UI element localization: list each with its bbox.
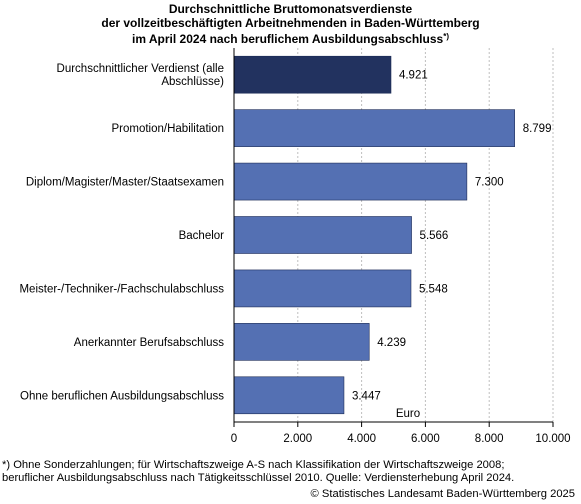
category-label-1: Promotion/Habilitation bbox=[111, 123, 224, 135]
x-tick-label-5: 10.000 bbox=[535, 433, 570, 445]
footnote: *) Ohne Sonderzahlungen; für Wirtschafts… bbox=[2, 459, 580, 485]
bar-2 bbox=[233, 162, 468, 201]
x-tick-label-0: 0 bbox=[231, 433, 237, 445]
value-label-0: 4.921 bbox=[399, 70, 428, 82]
x-tick-label-1: 2.000 bbox=[283, 433, 312, 445]
chart-title-line-1: Durchschnittliche Bruttomonatsverdienste bbox=[168, 2, 413, 16]
x-tick-label-4: 8.000 bbox=[475, 433, 504, 445]
value-label-5: 4.239 bbox=[377, 337, 406, 349]
category-label-0-line-2: Abschlüsse) bbox=[161, 76, 224, 88]
chart-title-line-2: der vollzeitbeschäftigten Arbeitnehmende… bbox=[101, 16, 480, 30]
bar-layer bbox=[233, 55, 515, 415]
x-axis-title: Euro bbox=[396, 408, 420, 420]
x-tick-label-3: 6.000 bbox=[411, 433, 440, 445]
bar-3 bbox=[233, 216, 412, 254]
value-label-2: 7.300 bbox=[475, 177, 504, 189]
footnote-line-1: *) Ohne Sonderzahlungen; für Wirtschafts… bbox=[2, 459, 505, 471]
value-label-6: 3.447 bbox=[352, 390, 381, 402]
value-label-1: 8.799 bbox=[523, 123, 552, 135]
value-label-3: 5.566 bbox=[420, 230, 449, 242]
bar-4 bbox=[233, 269, 412, 308]
category-label-0-line-1: Durchschnittlicher Verdienst (alle bbox=[57, 63, 224, 75]
x-tick-label-2: 4.000 bbox=[347, 433, 376, 445]
bar-6 bbox=[233, 376, 345, 415]
category-label-6: Ohne beruflichen Ausbildungsabschluss bbox=[20, 390, 224, 402]
bar-5 bbox=[233, 323, 370, 361]
category-label-2: Diplom/Magister/Master/Staatsexamen bbox=[26, 177, 224, 189]
category-label-5: Anerkannter Berufsabschluss bbox=[74, 337, 224, 349]
chart-title: Durchschnittliche Bruttomonatsverdienste… bbox=[0, 2, 581, 46]
chart-title-line-3: im April 2024 nach beruflichem Ausbildun… bbox=[0, 30, 581, 46]
category-label-4: Meister-/Techniker-/Fachschulabschluss bbox=[19, 283, 224, 295]
footnote-marker: *) bbox=[443, 32, 449, 41]
chart-title-line-3-text: im April 2024 nach beruflichem Ausbildun… bbox=[132, 32, 444, 46]
footnote-line-2: beruflicher Ausbildungsabschluss nach Tä… bbox=[2, 472, 515, 484]
value-label-4: 5.548 bbox=[419, 283, 448, 295]
axis-layer bbox=[233, 48, 554, 427]
bar-0 bbox=[233, 55, 392, 94]
copyright-notice: © Statistisches Landesamt Baden-Württemb… bbox=[310, 488, 575, 500]
bar-1 bbox=[233, 109, 515, 147]
category-label-3: Bachelor bbox=[179, 230, 225, 242]
